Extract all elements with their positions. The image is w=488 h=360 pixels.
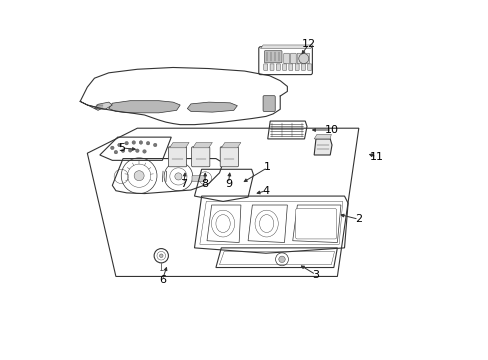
- Text: 10: 10: [325, 125, 338, 135]
- Text: 9: 9: [224, 179, 231, 189]
- Polygon shape: [187, 102, 237, 112]
- FancyBboxPatch shape: [258, 47, 312, 75]
- FancyBboxPatch shape: [303, 53, 309, 64]
- Circle shape: [146, 141, 149, 145]
- Polygon shape: [313, 139, 331, 155]
- FancyBboxPatch shape: [192, 176, 204, 181]
- Circle shape: [124, 141, 128, 145]
- Circle shape: [153, 143, 157, 147]
- FancyBboxPatch shape: [168, 147, 186, 167]
- Circle shape: [175, 173, 182, 180]
- Text: 5: 5: [118, 143, 124, 153]
- Text: 8: 8: [201, 179, 208, 189]
- FancyBboxPatch shape: [290, 53, 296, 64]
- FancyBboxPatch shape: [220, 147, 238, 167]
- FancyBboxPatch shape: [276, 64, 280, 70]
- FancyBboxPatch shape: [295, 208, 336, 239]
- Circle shape: [121, 149, 124, 153]
- Circle shape: [118, 143, 121, 147]
- Circle shape: [278, 256, 285, 262]
- Circle shape: [114, 150, 118, 154]
- Circle shape: [134, 171, 144, 181]
- Circle shape: [135, 149, 139, 153]
- Text: 2: 2: [354, 214, 362, 224]
- Circle shape: [110, 146, 114, 150]
- FancyBboxPatch shape: [282, 64, 286, 70]
- FancyBboxPatch shape: [307, 64, 311, 70]
- Circle shape: [139, 141, 142, 144]
- Text: 6: 6: [159, 275, 165, 285]
- Polygon shape: [192, 143, 212, 148]
- FancyBboxPatch shape: [191, 147, 209, 167]
- FancyBboxPatch shape: [295, 64, 299, 70]
- FancyBboxPatch shape: [263, 64, 267, 70]
- FancyBboxPatch shape: [288, 64, 292, 70]
- FancyBboxPatch shape: [301, 64, 305, 70]
- Polygon shape: [221, 143, 241, 148]
- Circle shape: [142, 150, 146, 153]
- FancyBboxPatch shape: [297, 53, 302, 64]
- Polygon shape: [260, 45, 312, 49]
- Text: 3: 3: [312, 270, 319, 280]
- Polygon shape: [313, 134, 331, 139]
- Polygon shape: [169, 143, 189, 148]
- Circle shape: [159, 254, 163, 257]
- Text: 11: 11: [369, 152, 383, 162]
- Polygon shape: [94, 102, 112, 109]
- Text: 7: 7: [180, 179, 187, 189]
- Polygon shape: [108, 101, 180, 113]
- Text: 12: 12: [301, 39, 315, 49]
- Circle shape: [128, 149, 132, 152]
- FancyBboxPatch shape: [263, 96, 275, 111]
- FancyBboxPatch shape: [264, 51, 282, 63]
- Circle shape: [298, 54, 308, 64]
- FancyBboxPatch shape: [283, 53, 289, 64]
- FancyBboxPatch shape: [269, 64, 273, 70]
- Text: 1: 1: [264, 162, 271, 172]
- Text: 4: 4: [262, 186, 269, 196]
- Circle shape: [132, 141, 135, 144]
- Polygon shape: [80, 102, 102, 111]
